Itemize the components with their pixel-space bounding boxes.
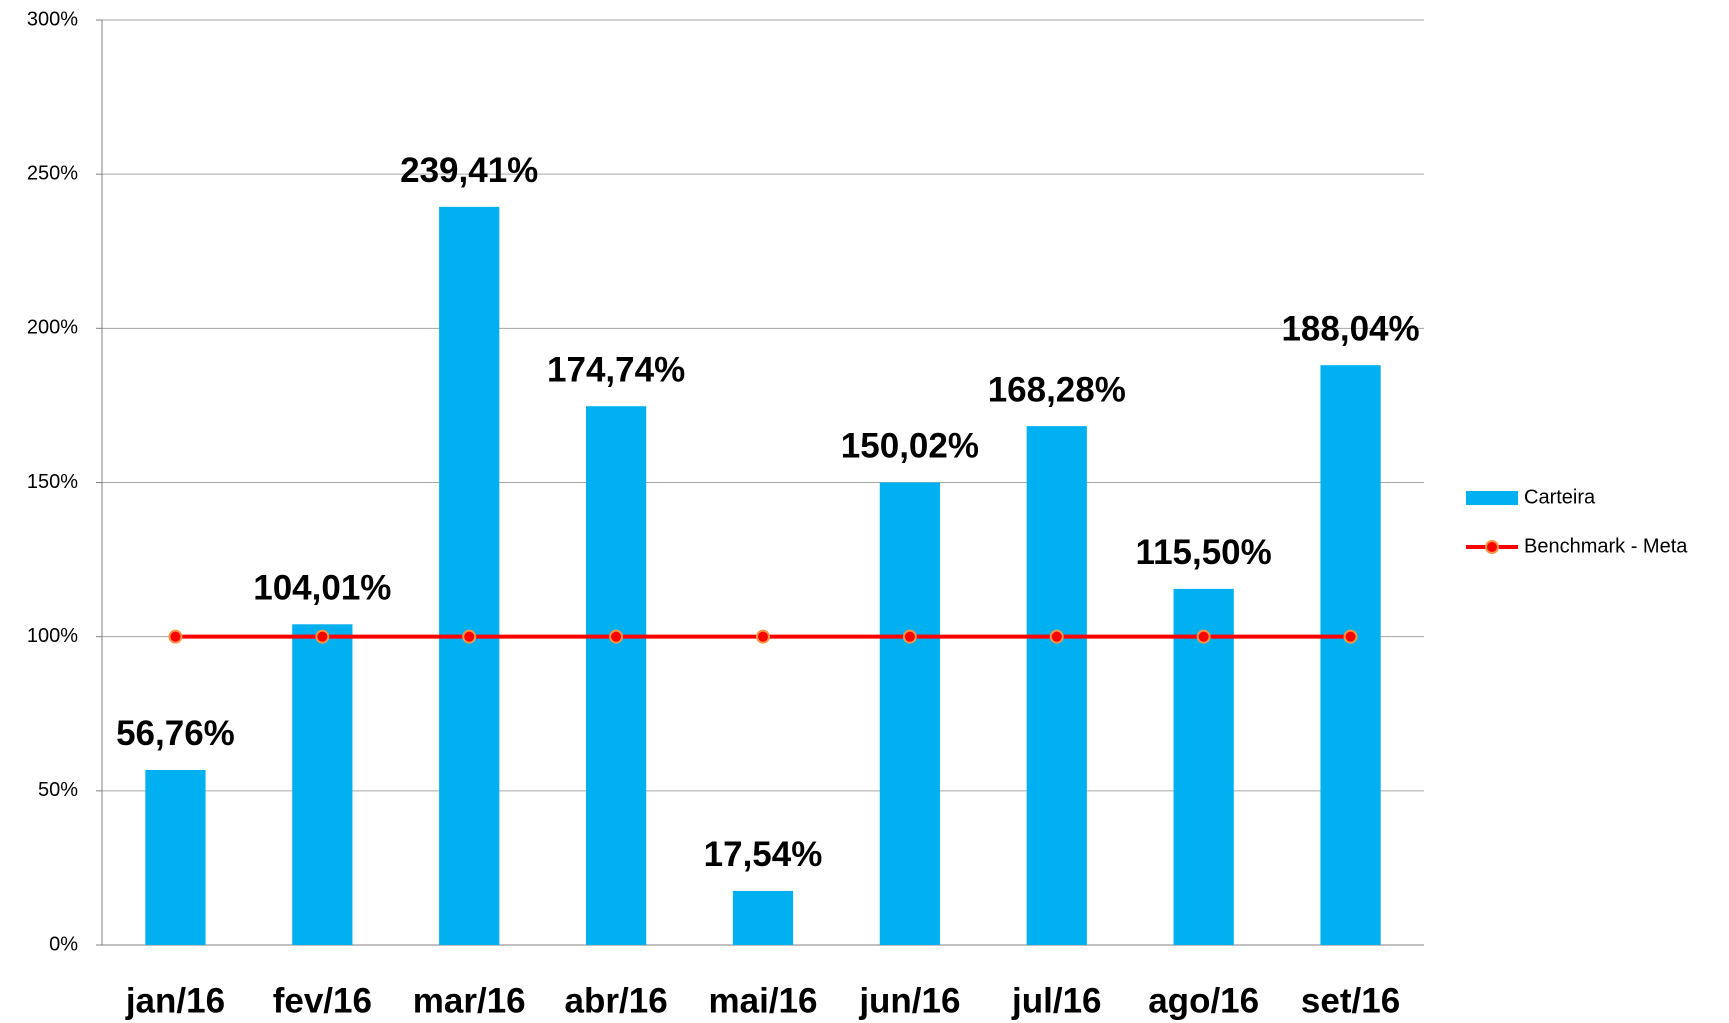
y-tick-label: 200% [27, 317, 78, 339]
x-tick-label: mai/16 [709, 981, 818, 1020]
legend-swatch [1466, 491, 1518, 505]
data-label: 17,54% [704, 835, 823, 874]
data-label: 56,76% [116, 714, 235, 753]
x-tick-label: set/16 [1301, 981, 1400, 1020]
data-label: 104,01% [253, 569, 391, 608]
bar [1026, 426, 1087, 945]
line-marker [902, 629, 917, 644]
bar [585, 406, 647, 945]
x-tick-label: mar/16 [413, 981, 526, 1020]
data-label: 239,41% [400, 151, 538, 190]
legend-label: Carteira [1524, 486, 1596, 508]
legend-marker [1485, 540, 1499, 554]
line-marker [168, 629, 183, 644]
x-tick-label: jan/16 [125, 981, 225, 1020]
line-marker [1049, 629, 1064, 644]
y-tick-label: 100% [27, 625, 78, 647]
bar [292, 624, 353, 945]
data-label: 168,28% [988, 370, 1126, 409]
y-tick-label: 0% [49, 933, 78, 955]
legend-label: Benchmark - Meta [1524, 535, 1688, 557]
bar [879, 482, 941, 945]
data-label: 174,74% [547, 350, 685, 389]
line-marker [609, 629, 624, 644]
bar [439, 206, 500, 946]
line-marker [1196, 629, 1211, 644]
y-tick-label: 250% [27, 162, 78, 184]
y-tick-label: 300% [27, 8, 78, 30]
x-tick-label: jul/16 [1011, 981, 1101, 1020]
bar [1320, 365, 1381, 946]
x-tick-label: jun/16 [858, 981, 960, 1020]
x-tick-label: ago/16 [1148, 981, 1259, 1020]
data-label: 188,04% [1281, 309, 1419, 348]
line-marker [756, 629, 770, 644]
line-marker [462, 629, 477, 644]
x-tick-label: abr/16 [565, 981, 668, 1020]
bar [1173, 588, 1234, 945]
data-label: 150,02% [841, 427, 979, 466]
x-tick-label: fev/16 [273, 981, 372, 1020]
line-marker [315, 629, 330, 644]
y-tick-label: 150% [27, 471, 78, 493]
line-marker [1343, 629, 1358, 644]
bar [145, 769, 206, 945]
bar [732, 890, 794, 945]
data-label: 115,50% [1136, 533, 1272, 572]
y-tick-label: 50% [38, 779, 78, 801]
